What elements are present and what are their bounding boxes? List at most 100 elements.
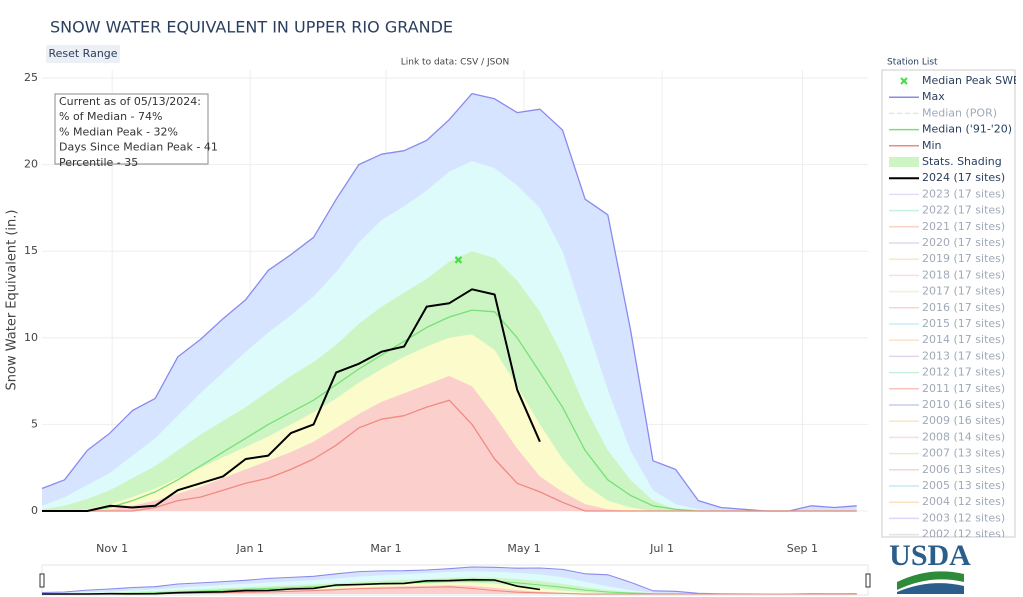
x-tick-label: Jan 1 — [235, 542, 263, 555]
legend-item[interactable]: 2004 (12 sites) — [889, 495, 1005, 508]
legend-symbol — [889, 157, 919, 167]
info-line: % of Median - 74% — [59, 110, 162, 123]
y-tick-label: 25 — [24, 71, 38, 84]
legend-label: 2017 (17 sites) — [922, 285, 1005, 298]
reset-button-label[interactable]: Reset Range — [48, 47, 117, 60]
legend-item[interactable]: 2002 (12 sites) — [889, 528, 1005, 541]
legend-label: Median (POR) — [922, 106, 997, 119]
legend-label: 2010 (16 sites) — [922, 398, 1005, 411]
legend-item[interactable]: Min — [889, 139, 942, 152]
legend-item[interactable]: 2008 (14 sites) — [889, 430, 1005, 443]
x-tick-label: May 1 — [507, 542, 540, 555]
legend-item[interactable]: 2013 (17 sites) — [889, 349, 1005, 362]
legend-item[interactable]: Max — [889, 90, 945, 103]
info-line: Days Since Median Peak - 41 — [59, 141, 218, 154]
plot-area: 0 5 10 15 20 25 Nov 1 Jan 1 Mar 1 May 1 Jul 1 Sep 1 — [24, 70, 868, 555]
y-tick-label: 20 — [24, 158, 38, 171]
x-tick-label: Sep 1 — [787, 542, 818, 555]
legend-label: 2007 (13 sites) — [922, 447, 1005, 460]
legend-item[interactable]: 2009 (16 sites) — [889, 414, 1005, 427]
series-layer — [42, 92, 857, 512]
legend-frame — [881, 69, 1016, 538]
info-box: Current as of 05/13/2024: % of Median - 7… — [54, 93, 218, 169]
legend-item[interactable]: 2010 (16 sites) — [889, 398, 1005, 411]
legend-label: 2018 (17 sites) — [922, 268, 1005, 281]
legend-item[interactable]: 2018 (17 sites) — [889, 268, 1005, 281]
legend-item[interactable]: 2012 (17 sites) — [889, 366, 1005, 379]
info-line: % Median Peak - 32% — [59, 125, 178, 138]
legend: Median Peak SWE Max Median (POR) Median ('9… — [889, 74, 1020, 541]
chart-title: SNOW WATER EQUIVALENT IN UPPER RIO GRAND… — [50, 18, 453, 37]
legend-item[interactable]: 2023 (17 sites) — [889, 187, 1005, 200]
x-tick-label: Nov 1 — [96, 542, 128, 555]
legend-label: 2003 (12 sites) — [922, 511, 1005, 524]
slider-handle[interactable] — [39, 573, 45, 588]
legend-item[interactable]: 2006 (13 sites) — [889, 463, 1005, 476]
slider-handle[interactable] — [865, 573, 871, 588]
legend-item[interactable]: 2003 (12 sites) — [889, 511, 1005, 524]
legend-label: 2023 (17 sites) — [922, 187, 1005, 200]
legend-item[interactable]: 2021 (17 sites) — [889, 220, 1005, 233]
legend-label: Median Peak SWE — [922, 74, 1020, 87]
legend-item[interactable]: 2022 (17 sites) — [889, 204, 1005, 217]
x-tick-label: Mar 1 — [370, 542, 401, 555]
legend-item[interactable]: 2016 (17 sites) — [889, 301, 1005, 314]
legend-item[interactable]: 2014 (17 sites) — [889, 333, 1005, 346]
legend-item[interactable]: Median Peak SWE — [900, 74, 1020, 87]
legend-label: 2020 (17 sites) — [922, 236, 1005, 249]
legend-symbol — [900, 77, 908, 85]
legend-item[interactable]: 2017 (17 sites) — [889, 285, 1005, 298]
legend-label: Stats. Shading — [922, 155, 1002, 168]
legend-label: 2019 (17 sites) — [922, 252, 1005, 265]
logo-wave — [897, 583, 964, 594]
y-tick-label: 0 — [31, 504, 38, 517]
legend-item[interactable]: Median (POR) — [889, 106, 997, 119]
legend-label: 2002 (12 sites) — [922, 528, 1005, 541]
legend-item[interactable]: 2007 (13 sites) — [889, 447, 1005, 460]
series-line — [42, 399, 857, 512]
legend-item[interactable]: 2015 (17 sites) — [889, 317, 1005, 330]
legend-label: 2008 (14 sites) — [922, 430, 1005, 443]
logo-text: USDA — [889, 539, 971, 572]
logo: USDA — [889, 539, 971, 594]
legend-label: 2024 (17 sites) — [922, 171, 1005, 184]
info-line: Current as of 05/13/2024: — [59, 95, 201, 108]
legend-item[interactable]: 2019 (17 sites) — [889, 252, 1005, 265]
shading-band — [42, 375, 857, 511]
legend-label: 2004 (12 sites) — [922, 495, 1005, 508]
y-tick-label: 10 — [24, 331, 38, 344]
x-tick-label: Jul 1 — [649, 542, 674, 555]
legend-label: 2021 (17 sites) — [922, 220, 1005, 233]
slider-preview — [41, 566, 857, 595]
legend-label: 2009 (16 sites) — [922, 414, 1005, 427]
peak-marker — [454, 256, 463, 264]
reset-button[interactable] — [46, 45, 120, 63]
legend-label: 2015 (17 sites) — [922, 317, 1005, 330]
info-frame — [54, 93, 209, 165]
legend-label: Min — [922, 139, 942, 152]
legend-label: 2022 (17 sites) — [922, 204, 1005, 217]
data-link[interactable]: Link to data: CSV / JSON — [401, 58, 509, 68]
legend-label: 2013 (17 sites) — [922, 349, 1005, 362]
legend-item[interactable]: 2020 (17 sites) — [889, 236, 1005, 249]
series-line — [42, 288, 541, 512]
legend-item[interactable]: 2005 (13 sites) — [889, 479, 1005, 492]
legend-label: 2014 (17 sites) — [922, 333, 1005, 346]
y-axis-title: Snow Water Equivalent (in.) — [5, 210, 20, 391]
y-tick-label: 5 — [31, 417, 38, 430]
series-line — [42, 92, 857, 512]
series-line — [42, 578, 541, 595]
info-line: Percentile - 35 — [59, 156, 138, 169]
y-tick-label: 15 — [24, 244, 38, 257]
legend-title: Station List — [887, 58, 938, 68]
legend-label: 2006 (13 sites) — [922, 463, 1005, 476]
legend-item[interactable]: Stats. Shading — [889, 155, 1002, 168]
logo-wave — [897, 571, 964, 590]
legend-item[interactable]: Median ('91-'20) — [889, 123, 1012, 136]
legend-item[interactable]: 2011 (17 sites) — [889, 382, 1005, 395]
legend-label: 2016 (17 sites) — [922, 301, 1005, 314]
legend-item[interactable]: 2024 (17 sites) — [889, 171, 1005, 184]
legend-label: Max — [922, 90, 945, 103]
legend-label: 2011 (17 sites) — [922, 382, 1005, 395]
